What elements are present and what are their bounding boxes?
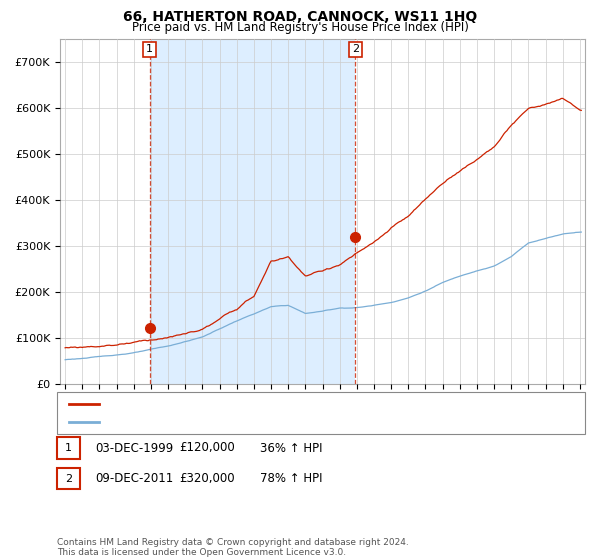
Text: 66, HATHERTON ROAD, CANNOCK, WS11 1HQ (detached house): 66, HATHERTON ROAD, CANNOCK, WS11 1HQ (d…: [105, 399, 438, 409]
Text: 2: 2: [65, 474, 72, 484]
Text: 1: 1: [146, 44, 153, 54]
Text: £320,000: £320,000: [179, 472, 235, 486]
Text: 09-DEC-2011: 09-DEC-2011: [95, 472, 173, 486]
Text: 2: 2: [352, 44, 359, 54]
Text: £120,000: £120,000: [179, 441, 235, 455]
Text: 78% ↑ HPI: 78% ↑ HPI: [260, 472, 322, 486]
Text: HPI: Average price, detached house, Cannock Chase: HPI: Average price, detached house, Cann…: [105, 417, 379, 427]
Text: 1: 1: [65, 443, 72, 453]
Text: Contains HM Land Registry data © Crown copyright and database right 2024.
This d: Contains HM Land Registry data © Crown c…: [57, 538, 409, 557]
Text: Price paid vs. HM Land Registry's House Price Index (HPI): Price paid vs. HM Land Registry's House …: [131, 21, 469, 34]
Text: 66, HATHERTON ROAD, CANNOCK, WS11 1HQ: 66, HATHERTON ROAD, CANNOCK, WS11 1HQ: [123, 10, 477, 24]
Text: 36% ↑ HPI: 36% ↑ HPI: [260, 441, 322, 455]
Bar: [149, 39, 355, 384]
Text: 03-DEC-1999: 03-DEC-1999: [95, 441, 173, 455]
